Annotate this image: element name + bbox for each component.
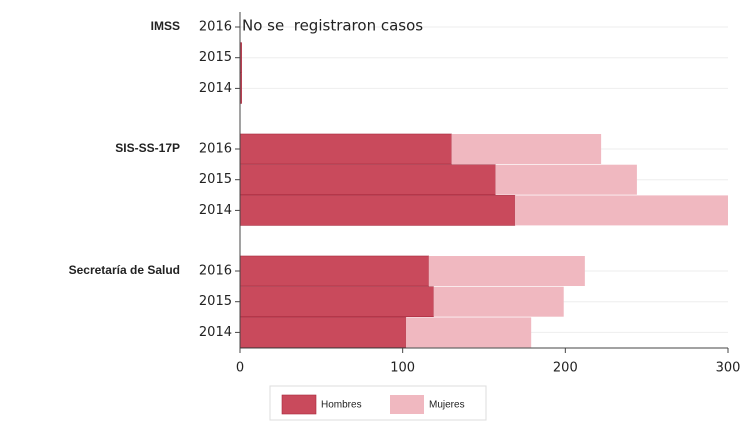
bar xyxy=(433,286,564,317)
bar xyxy=(451,134,602,164)
x-tick-label: 200 xyxy=(553,361,578,376)
bar xyxy=(239,164,496,195)
bar xyxy=(239,286,434,318)
y-tick-label: 2014 xyxy=(199,325,232,340)
bar xyxy=(514,195,728,226)
y-tick-label: 2015 xyxy=(199,50,232,65)
y-tick-label: 2015 xyxy=(199,172,232,187)
legend-label: Hombres xyxy=(321,400,362,411)
bar xyxy=(495,164,637,195)
bar xyxy=(428,256,585,286)
x-tick-label: 300 xyxy=(716,361,741,376)
legend-swatch xyxy=(281,394,317,415)
bar xyxy=(239,195,516,226)
y-tick-label: 2016 xyxy=(199,20,232,35)
x-tick-label: 0 xyxy=(236,361,244,376)
group-label: Secretaría de Salud xyxy=(69,263,180,277)
bar xyxy=(405,317,532,348)
y-tick-label: 2014 xyxy=(199,203,232,218)
y-tick-label: 2014 xyxy=(199,81,232,96)
y-tick-label: 2016 xyxy=(199,142,232,157)
y-tick-label: 2015 xyxy=(199,294,232,309)
annotation: No se registraron casos xyxy=(242,17,423,35)
legend-swatch xyxy=(390,395,424,414)
y-tick-label: 2016 xyxy=(199,264,232,279)
legend-label: Mujeres xyxy=(429,400,465,411)
bar xyxy=(239,317,407,348)
legend-box xyxy=(269,385,487,421)
bar xyxy=(239,255,429,287)
group-label: IMSS xyxy=(151,19,180,33)
bar xyxy=(239,133,452,165)
group-label: SIS-SS-17P xyxy=(115,141,180,155)
x-tick-label: 100 xyxy=(390,361,415,376)
